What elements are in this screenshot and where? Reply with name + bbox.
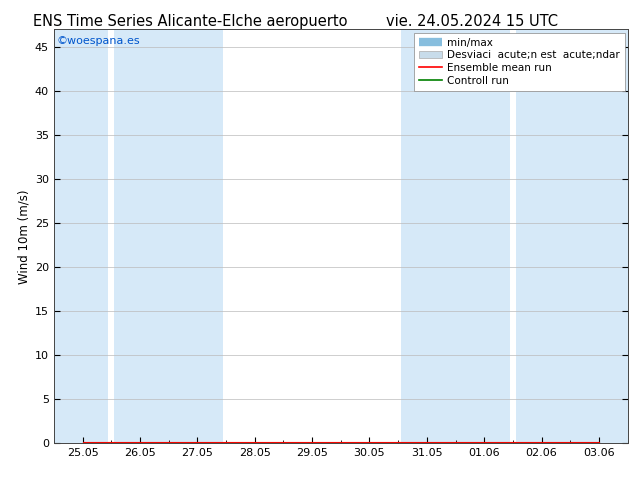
Text: ENS Time Series Alicante-Elche aeropuerto: ENS Time Series Alicante-Elche aeropuert… xyxy=(33,14,347,29)
Bar xyxy=(516,29,628,443)
Bar xyxy=(54,29,108,443)
Y-axis label: Wind 10m (m/s): Wind 10m (m/s) xyxy=(18,189,30,284)
Text: vie. 24.05.2024 15 UTC: vie. 24.05.2024 15 UTC xyxy=(386,14,559,29)
Bar xyxy=(401,29,510,443)
Text: ©woespana.es: ©woespana.es xyxy=(57,36,140,46)
Bar xyxy=(114,29,223,443)
Legend: min/max, Desviaci  acute;n est  acute;ndar, Ensemble mean run, Controll run: min/max, Desviaci acute;n est acute;ndar… xyxy=(414,32,624,91)
